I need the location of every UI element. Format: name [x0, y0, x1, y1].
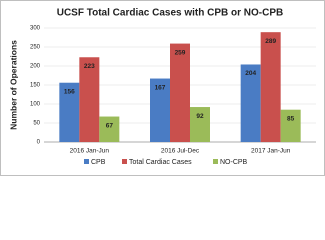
bar	[280, 109, 301, 142]
data-label: 204	[245, 70, 256, 77]
legend-label: CPB	[91, 159, 106, 166]
y-tick-label: 50	[33, 121, 40, 127]
legend-swatch	[84, 159, 89, 164]
bar	[99, 116, 120, 142]
data-label: 85	[287, 115, 295, 122]
y-tick-label: 150	[30, 83, 41, 89]
data-label: 67	[106, 122, 114, 129]
y-tick-label: 0	[37, 140, 41, 146]
legend-label: NO-CPB	[220, 159, 248, 166]
chart: UCSF Total Cardiac Cases with CPB or NO-…	[0, 0, 325, 176]
bar	[170, 43, 190, 142]
data-label: 259	[175, 49, 186, 56]
data-label: 156	[64, 88, 75, 95]
bar	[190, 107, 210, 142]
legend-swatch	[213, 159, 218, 164]
data-label: 289	[265, 38, 276, 45]
x-tick-label: 2016 Jan-Jun	[70, 148, 110, 155]
x-tick-label: 2016 Jul-Dec	[161, 148, 200, 155]
data-label: 223	[84, 63, 95, 70]
bar	[59, 82, 80, 142]
legend-swatch	[122, 159, 127, 164]
bar	[260, 32, 281, 142]
legend-label: Total Cardiac Cases	[129, 159, 192, 166]
y-tick-label: 100	[30, 102, 41, 108]
data-label: 167	[155, 84, 166, 91]
y-axis-title: Number of Operations	[8, 40, 18, 130]
bar	[150, 78, 170, 142]
y-tick-label: 250	[30, 45, 41, 51]
bar	[240, 64, 261, 142]
data-label: 92	[196, 113, 204, 120]
bar	[79, 57, 100, 143]
chart-title: UCSF Total Cardiac Cases with CPB or NO-…	[57, 8, 284, 19]
y-tick-label: 200	[30, 64, 41, 70]
y-tick-label: 300	[30, 26, 41, 32]
x-tick-label: 2017 Jan-Jun	[251, 148, 291, 155]
